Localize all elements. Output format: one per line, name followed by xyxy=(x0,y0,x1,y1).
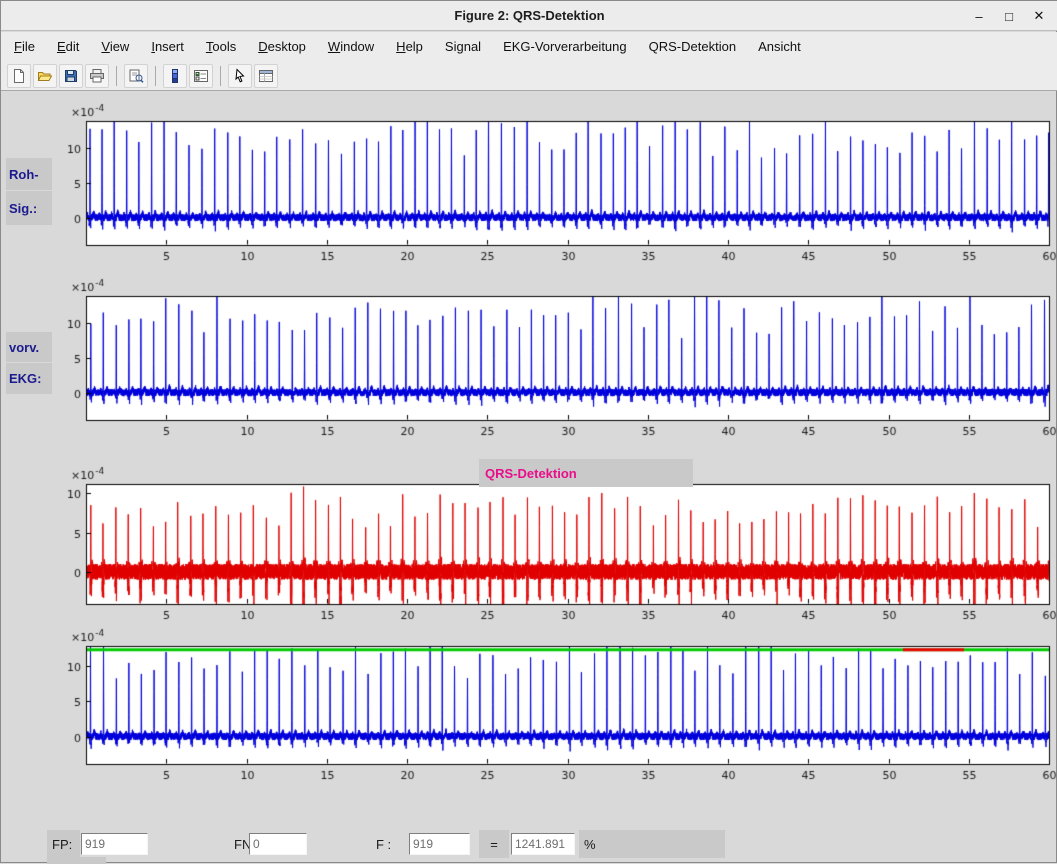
fp-label-panel: FP: xyxy=(47,830,80,858)
open-file-icon[interactable] xyxy=(33,64,57,88)
label-vorv: vorv. xyxy=(6,332,52,362)
label-ekg: EKG: xyxy=(6,363,52,394)
qrs-title: QRS-Detektion xyxy=(485,466,577,481)
fp-input[interactable] xyxy=(81,833,148,855)
percent-panel: % xyxy=(579,830,725,858)
preprocessed-ekg-plot-panel xyxy=(49,276,1057,444)
pointer-icon[interactable] xyxy=(228,64,252,88)
window-title: Figure 2: QRS-Detektion xyxy=(1,8,1057,23)
fp-label: FP: xyxy=(52,837,72,852)
menu-insert[interactable]: Insert xyxy=(140,34,195,59)
colorbar-icon[interactable] xyxy=(163,64,187,88)
menu-help[interactable]: Help xyxy=(385,34,434,59)
menu-view[interactable]: View xyxy=(90,34,140,59)
fn-input[interactable] xyxy=(249,833,307,855)
f-label: F : xyxy=(376,837,391,852)
raw-signal-plot xyxy=(49,101,1057,269)
print-preview-icon[interactable] xyxy=(124,64,148,88)
detection-plot-panel xyxy=(49,626,1057,788)
menu-edit[interactable]: Edit xyxy=(46,34,90,59)
ratio-input[interactable] xyxy=(511,833,575,855)
toolbar-separator xyxy=(155,66,156,86)
label-sig: Sig.: xyxy=(6,191,52,225)
toolbar-separator xyxy=(220,66,221,86)
print-icon[interactable] xyxy=(85,64,109,88)
qrs-filtered-plot xyxy=(49,464,1057,628)
menu-desktop[interactable]: Desktop xyxy=(247,34,317,59)
qrs-title-panel: QRS-Detektion xyxy=(479,459,693,487)
f-input[interactable] xyxy=(409,833,470,855)
menu-file[interactable]: File xyxy=(3,34,46,59)
menu-window[interactable]: Window xyxy=(317,34,385,59)
preprocessed-ekg-plot xyxy=(49,276,1057,444)
minimize-button[interactable]: – xyxy=(966,5,992,27)
menu-signal[interactable]: Signal xyxy=(434,34,492,59)
percent-label: % xyxy=(584,837,596,852)
plot-browser-icon[interactable] xyxy=(189,64,213,88)
new-file-icon[interactable] xyxy=(7,64,31,88)
detection-plot xyxy=(49,626,1057,788)
menu-ekg-vorverarbeitung[interactable]: EKG-Vorverarbeitung xyxy=(492,34,638,59)
menu-tools[interactable]: Tools xyxy=(195,34,247,59)
title-bar: Figure 2: QRS-Detektion – □ ✕ xyxy=(1,1,1057,31)
property-editor-icon[interactable] xyxy=(254,64,278,88)
menu-qrs-detektion[interactable]: QRS-Detektion xyxy=(638,34,747,59)
equals-label: = xyxy=(490,837,498,852)
label-roh: Roh- xyxy=(6,158,52,190)
menu-ansicht[interactable]: Ansicht xyxy=(747,34,812,59)
equals-panel: = xyxy=(479,830,509,858)
toolbar xyxy=(1,61,1057,91)
window-controls: – □ ✕ xyxy=(966,1,1052,31)
qrs-filtered-plot-panel xyxy=(49,464,1057,628)
save-icon[interactable] xyxy=(59,64,83,88)
menu-bar: FileEditViewInsertToolsDesktopWindowHelp… xyxy=(1,32,1057,61)
maximize-button[interactable]: □ xyxy=(996,5,1022,27)
raw-signal-plot-panel xyxy=(49,101,1057,269)
close-button[interactable]: ✕ xyxy=(1026,5,1052,27)
figure-window: { "window": { "title": "Figure 2: QRS-De… xyxy=(0,0,1057,863)
toolbar-separator xyxy=(116,66,117,86)
